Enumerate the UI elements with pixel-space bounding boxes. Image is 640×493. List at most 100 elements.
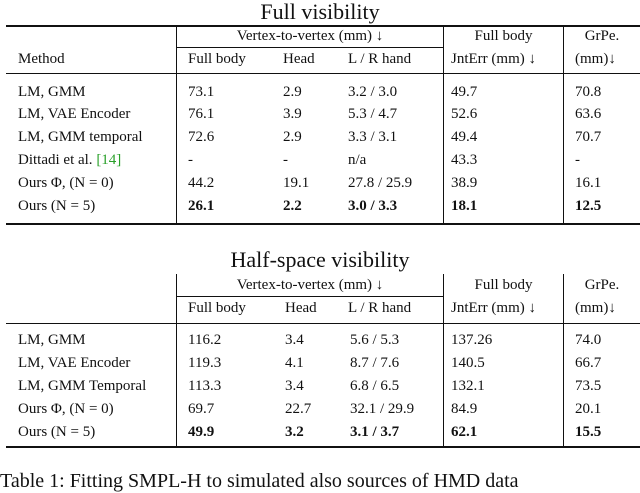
fullbody-cell: 26.1 [188,198,215,214]
head-cell: 3.4 [285,378,304,394]
method-cell: Ours Φ, (N = 0) [18,401,114,417]
method-cell: Ours (N = 5) [18,198,96,214]
table2-col-head: Head [285,300,317,316]
table1-col-fullbody: Full body [188,51,246,67]
jnterr-cell: 137.26 [451,332,493,348]
method-cell: LM, GMM Temporal [18,378,147,394]
table2-group-vertex: Vertex-to-vertex (mm) ↓ [236,277,384,293]
table2-col-grpe: (mm)↓ [575,300,616,316]
table1-col-grpe: (mm)↓ [575,51,616,67]
grpe-cell: 63.6 [575,106,602,122]
table1-bottom-rule [6,223,640,225]
hands-cell: 32.1 / 29.9 [350,401,415,417]
fullbody-cell: 119.3 [188,355,222,371]
table1-header-rule [6,73,640,74]
table1-divider-method [176,27,177,223]
grpe-cell: 20.1 [575,401,602,417]
hands-cell: 6.8 / 6.5 [350,378,400,394]
table1-title: Full visibility [260,0,380,24]
table2-divider-vertex [443,324,444,446]
fullbody-cell: 69.7 [188,401,215,417]
jnterr-cell: 62.1 [451,424,478,440]
table2-group-grpe: GrPe. [584,277,620,293]
method-cell: Dittadi et al. [14] [18,151,121,169]
table1-group-grpe: GrPe. [584,28,620,44]
hands-cell: 5.6 / 5.3 [350,332,400,348]
table2-col-hands: L / R hand [348,300,412,316]
table2-header-rule [6,323,640,324]
grpe-cell: 70.7 [575,129,602,145]
table2-group-fullbody: Full body [474,277,533,293]
method-text: Dittadi et al. [18,152,97,168]
head-cell: 3.2 [285,424,304,440]
hands-cell: 3.3 / 3.1 [348,129,398,145]
table2-col-jnterr: JntErr (mm) ↓ [451,300,536,316]
table2-bottom-rule [6,446,640,448]
jnterr-cell: 49.7 [451,84,478,100]
head-cell: 2.9 [283,129,302,145]
method-cell: LM, GMM temporal [18,129,143,145]
table1-col-hands: L / R hand [348,51,412,67]
hands-cell: 5.3 / 4.7 [348,106,398,122]
fullbody-cell: 76.1 [188,106,215,122]
grpe-cell: 12.5 [575,198,602,214]
grpe-cell: - [575,152,580,168]
jnterr-cell: 52.6 [451,106,478,122]
head-cell: - [283,152,288,168]
head-cell: 3.4 [285,332,304,348]
table1-col-jnterr: JntErr (mm) ↓ [451,51,536,67]
table2-divider-method-top [176,274,177,323]
fullbody-cell: 49.9 [188,424,215,440]
hands-cell: 3.1 / 3.7 [350,424,400,440]
head-cell: 22.7 [285,401,312,417]
head-cell: 4.1 [285,355,304,371]
table2-divider-vertex-top [443,274,444,323]
head-cell: 3.9 [283,106,302,122]
table1-group-fullbody: Full body [474,28,533,44]
hands-cell: 27.8 / 25.9 [348,175,413,191]
fullbody-cell: 72.6 [188,129,215,145]
table2-title: Half-space visibility [230,247,410,272]
table2-divider-jnterr [563,324,564,446]
grpe-cell: 15.5 [575,424,602,440]
jnterr-cell: 140.5 [451,355,485,371]
fullbody-cell: 116.2 [188,332,222,348]
table1-divider-jnterr [563,27,564,223]
table2-group-rule [177,296,443,297]
fullbody-cell: 44.2 [188,175,215,191]
hands-cell: 3.0 / 3.3 [348,198,398,214]
table2-divider-method [176,324,177,446]
grpe-cell: 16.1 [575,175,602,191]
method-cell: LM, GMM [18,332,86,348]
fullbody-cell: - [188,152,193,168]
hands-cell: 8.7 / 7.6 [350,355,400,371]
method-cell: LM, VAE Encoder [18,355,131,371]
citation-link[interactable]: [14] [96,152,122,168]
method-cell: LM, GMM [18,84,86,100]
table2-col-fullbody: Full body [188,300,246,316]
table-caption: Table 1: Fitting SMPL-H to simulated als… [0,470,519,492]
jnterr-cell: 38.9 [451,175,478,191]
table1-divider-vertex [443,27,444,223]
table2-divider-jnterr-top [563,274,564,323]
table1-group-rule [177,47,443,48]
jnterr-cell: 49.4 [451,129,478,145]
grpe-cell: 73.5 [575,378,602,394]
grpe-cell: 70.8 [575,84,602,100]
jnterr-cell: 43.3 [451,152,478,168]
head-cell: 2.2 [283,198,302,214]
method-cell: LM, VAE Encoder [18,106,131,122]
method-cell: Ours (N = 5) [18,424,96,440]
jnterr-cell: 132.1 [451,378,485,394]
head-cell: 2.9 [283,84,302,100]
jnterr-cell: 18.1 [451,198,478,214]
hands-cell: n/a [348,152,367,168]
table1-top-rule [6,25,640,27]
hands-cell: 3.2 / 3.0 [348,84,398,100]
method-cell: Ours Φ, (N = 0) [18,175,114,191]
table1-group-vertex: Vertex-to-vertex (mm) ↓ [236,28,384,44]
fullbody-cell: 113.3 [188,378,222,394]
grpe-cell: 66.7 [575,355,602,371]
jnterr-cell: 84.9 [451,401,478,417]
grpe-cell: 74.0 [575,332,602,348]
